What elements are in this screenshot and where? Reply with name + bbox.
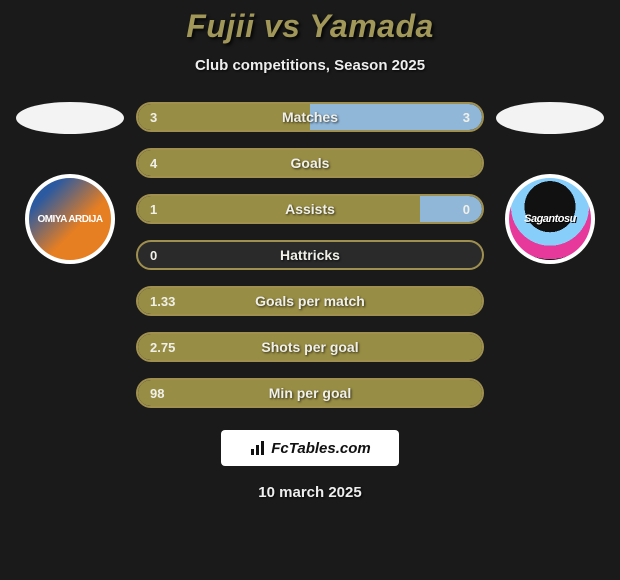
left-column: OMIYA ARDIJA	[6, 102, 134, 264]
stat-label: Matches	[138, 104, 482, 130]
stat-row-gpm: 1.33 Goals per match	[136, 286, 484, 316]
left-club-logo: OMIYA ARDIJA	[25, 174, 115, 264]
brand-text: FcTables.com	[271, 440, 370, 457]
comparison-content: OMIYA ARDIJA 3 Matches 3 4 Goals 1 Assis…	[0, 102, 620, 424]
stat-row-matches: 3 Matches 3	[136, 102, 484, 132]
footer-date: 10 march 2025	[0, 484, 620, 501]
stat-row-assists: 1 Assists 0	[136, 194, 484, 224]
stat-label: Assists	[138, 196, 482, 222]
stat-label: Goals per match	[138, 288, 482, 314]
stat-label: Goals	[138, 150, 482, 176]
stat-label: Shots per goal	[138, 334, 482, 360]
stat-label: Hattricks	[138, 242, 482, 268]
stat-value-right: 0	[463, 196, 470, 222]
page-title: Fujii vs Yamada	[0, 0, 620, 45]
stat-row-goals: 4 Goals	[136, 148, 484, 178]
stat-row-spg: 2.75 Shots per goal	[136, 332, 484, 362]
right-club-logo: Sagantosu	[505, 174, 595, 264]
right-oval	[496, 102, 604, 134]
right-column: Sagantosu	[486, 102, 614, 264]
stat-label: Min per goal	[138, 380, 482, 406]
stat-row-mpg: 98 Min per goal	[136, 378, 484, 408]
player2-name: Yamada	[309, 8, 434, 44]
brand-badge[interactable]: FcTables.com	[221, 430, 399, 466]
chart-icon	[249, 439, 267, 457]
stat-row-hattricks: 0 Hattricks	[136, 240, 484, 270]
stats-bars: 3 Matches 3 4 Goals 1 Assists 0 0 Hattri…	[134, 102, 486, 424]
left-club-name: OMIYA ARDIJA	[37, 214, 102, 225]
player1-name: Fujii	[186, 8, 254, 44]
subtitle: Club competitions, Season 2025	[0, 57, 620, 74]
right-club-name: Sagantosu	[524, 213, 576, 225]
left-oval	[16, 102, 124, 134]
vs-text: vs	[264, 8, 301, 44]
stat-value-right: 3	[463, 104, 470, 130]
